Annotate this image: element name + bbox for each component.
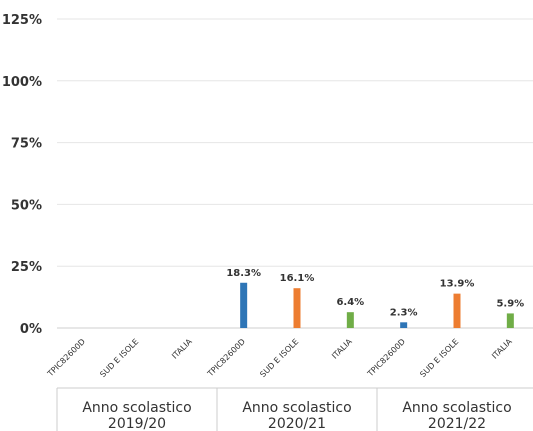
y-tick-label: 50%: [11, 198, 42, 213]
category-label: TPIC82600D: [365, 337, 407, 379]
bar: [400, 322, 408, 328]
y-tick-label: 100%: [2, 75, 42, 90]
y-axis-ticks: 125% 100% 75% 50% 25% 0%: [2, 13, 42, 337]
bar: [240, 282, 248, 328]
bar: [293, 288, 301, 328]
category-label: SUD E ISOLE: [98, 337, 140, 379]
category-label: TPIC82600D: [45, 337, 87, 379]
data-label: 6.4%: [336, 297, 364, 308]
group-label-line2: 2019/20: [108, 416, 166, 431]
data-label: 2.3%: [390, 307, 418, 318]
group-label-line2: 2020/21: [268, 416, 326, 431]
y-tick-label: 0%: [20, 322, 42, 337]
category-label: ITALIA: [170, 337, 194, 361]
category-label: ITALIA: [330, 337, 354, 361]
group-label-line1: Anno scolastico: [402, 400, 511, 416]
bar: [453, 293, 461, 328]
group-label-line2: 2021/22: [428, 416, 486, 431]
data-label: 13.9%: [440, 279, 475, 290]
category-label: SUD E ISOLE: [258, 337, 300, 379]
y-tick-label: 125%: [2, 13, 42, 28]
x-axis-category-labels: TPIC82600D SUD E ISOLE ITALIA TPIC82600D SUD…: [45, 337, 514, 379]
data-label: 16.1%: [280, 273, 315, 284]
data-label: 5.9%: [496, 298, 524, 309]
category-label: ITALIA: [490, 337, 514, 361]
y-tick-label: 75%: [11, 137, 42, 152]
bar: [346, 312, 354, 328]
bars: [240, 282, 514, 328]
y-tick-label: 25%: [11, 260, 42, 275]
bar: [506, 313, 514, 328]
data-label: 18.3%: [226, 268, 261, 279]
group-label-line1: Anno scolastico: [242, 400, 351, 416]
category-label: TPIC82600D: [205, 337, 247, 379]
data-labels: 18.3% 16.1% 6.4% 2.3% 13.9% 5.9%: [226, 268, 524, 319]
category-label: SUD E ISOLE: [418, 337, 460, 379]
group-label-line1: Anno scolastico: [82, 400, 191, 416]
